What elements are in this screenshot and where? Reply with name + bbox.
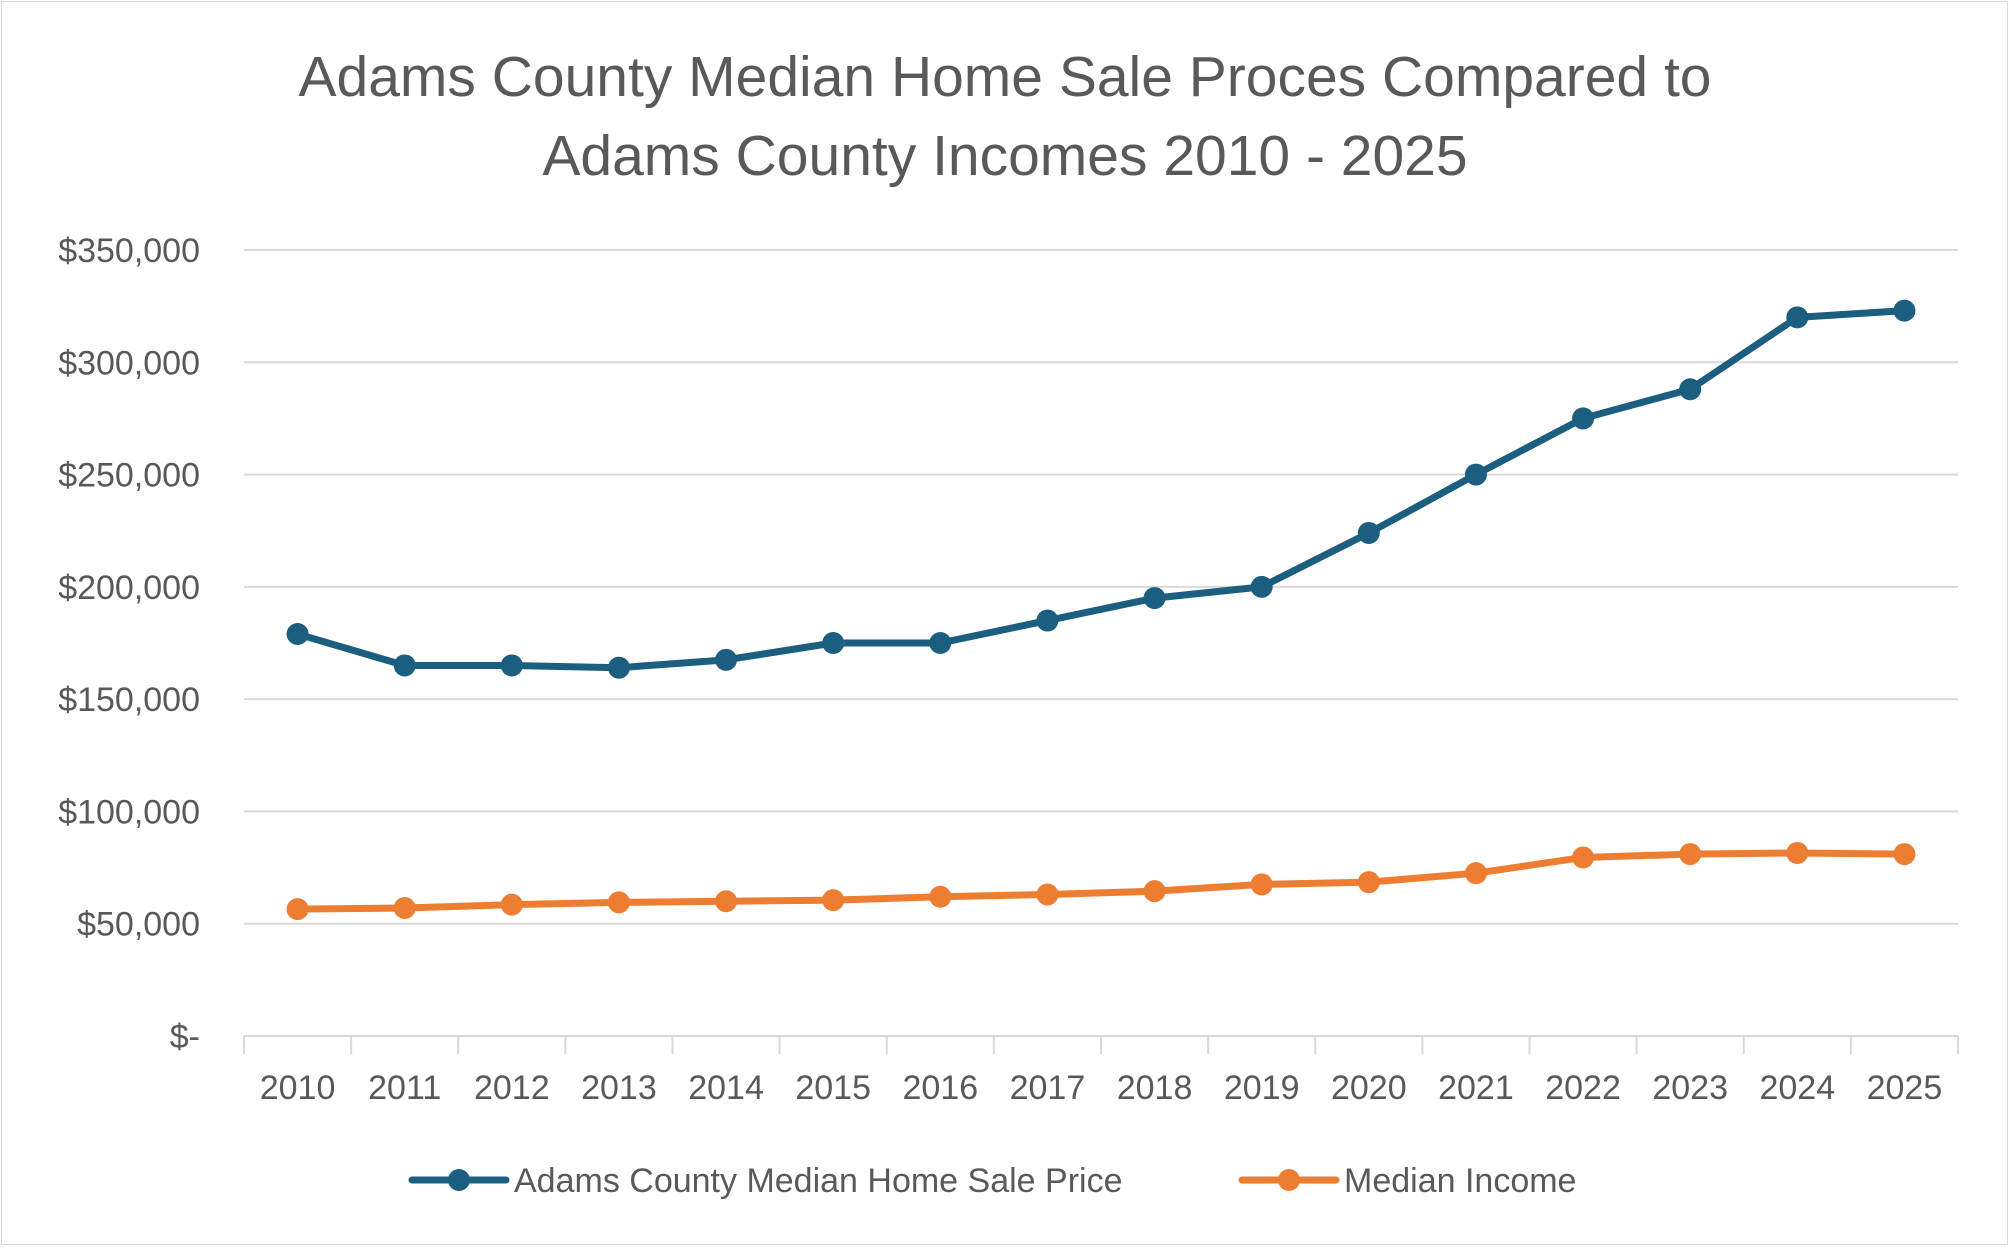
data-point: [1357, 521, 1380, 544]
data-point: [1036, 883, 1059, 906]
y-tick-label: $200,000: [58, 569, 200, 607]
x-tick-label: 2012: [474, 1069, 550, 1107]
x-tick-label: 2025: [1867, 1069, 1943, 1107]
series-0: [286, 299, 1916, 679]
data-point: [1572, 407, 1595, 430]
data-point: [286, 898, 309, 921]
data-point: [1786, 306, 1809, 329]
data-point: [1143, 880, 1166, 903]
y-tick-label: $-: [170, 1018, 200, 1056]
x-tick-label: 2024: [1759, 1069, 1835, 1107]
x-tick-label: 2021: [1438, 1069, 1514, 1107]
data-point: [393, 654, 416, 677]
y-axis: $- $50,000 $100,000 $150,000 $200,000 $250,00…: [58, 232, 200, 1056]
data-point: [1893, 843, 1916, 866]
chart-title: Adams County Median Home Sale Proces Com…: [298, 45, 1711, 188]
legend-label: Adams County Median Home Sale Price: [514, 1162, 1123, 1200]
data-point: [929, 632, 952, 654]
chart-title-line-2: Adams County Incomes 2010 - 2025: [542, 124, 1467, 188]
data-point: [393, 896, 416, 919]
data-point: [607, 891, 630, 914]
data-point: [822, 632, 845, 654]
x-tick-label: 2014: [688, 1069, 764, 1107]
legend-label: Median Income: [1344, 1162, 1576, 1200]
gridlines: [244, 249, 1958, 925]
data-point: [1036, 609, 1059, 632]
series-line: [294, 849, 1908, 913]
legend-item: Adams County Median Home Sale Price: [408, 1162, 1123, 1200]
legend-item: Median Income: [1238, 1162, 1576, 1200]
x-tick-label: 2013: [581, 1069, 657, 1107]
data-point: [500, 893, 523, 916]
data-point: [286, 623, 309, 646]
x-tick-label: 2016: [902, 1069, 978, 1107]
y-tick-label: $300,000: [58, 344, 200, 382]
data-point: [1464, 463, 1487, 486]
y-tick-label: $250,000: [58, 457, 200, 495]
series-layer: [286, 299, 1916, 921]
x-tick-label: 2018: [1117, 1069, 1193, 1107]
x-tick-label: 2010: [260, 1069, 336, 1107]
x-tick-label: 2020: [1331, 1069, 1407, 1107]
data-point: [1786, 841, 1809, 864]
data-point: [1250, 575, 1273, 598]
data-point: [1893, 299, 1916, 322]
data-point: [822, 889, 845, 912]
y-tick-label: $100,000: [58, 793, 200, 831]
data-point: [1572, 846, 1595, 869]
legend-swatch-marker: [448, 1169, 470, 1191]
x-tick-label: 2019: [1224, 1069, 1300, 1107]
chart-title-line-1: Adams County Median Home Sale Proces Com…: [298, 45, 1711, 109]
x-tick-label: 2015: [795, 1069, 871, 1107]
y-tick-label: $350,000: [58, 232, 200, 270]
data-point: [607, 656, 630, 679]
data-point: [1250, 873, 1273, 896]
series-line: [294, 307, 1908, 672]
data-point: [1464, 862, 1487, 885]
legend: Adams County Median Home Sale Price Media…: [408, 1162, 1576, 1200]
y-tick-label: $150,000: [58, 681, 200, 719]
data-point: [1357, 871, 1380, 894]
y-tick-label: $50,000: [77, 906, 200, 944]
data-point: [715, 890, 738, 913]
x-tick-label: 2017: [1010, 1069, 1086, 1107]
x-tick-label: 2011: [368, 1069, 441, 1107]
series-1: [286, 841, 1916, 921]
legend-swatch-marker: [1278, 1169, 1300, 1191]
x-tick-label: 2022: [1545, 1069, 1621, 1107]
data-point: [1143, 587, 1166, 610]
data-point: [1679, 378, 1702, 401]
data-point: [929, 885, 952, 908]
data-point: [715, 648, 738, 671]
data-point: [1679, 843, 1702, 866]
data-point: [500, 654, 523, 677]
x-axis: 2010 2011 2012 2013 2014 2015 2016 2017 2018 2019…: [243, 1035, 1959, 1107]
x-tick-label: 2023: [1652, 1069, 1728, 1107]
